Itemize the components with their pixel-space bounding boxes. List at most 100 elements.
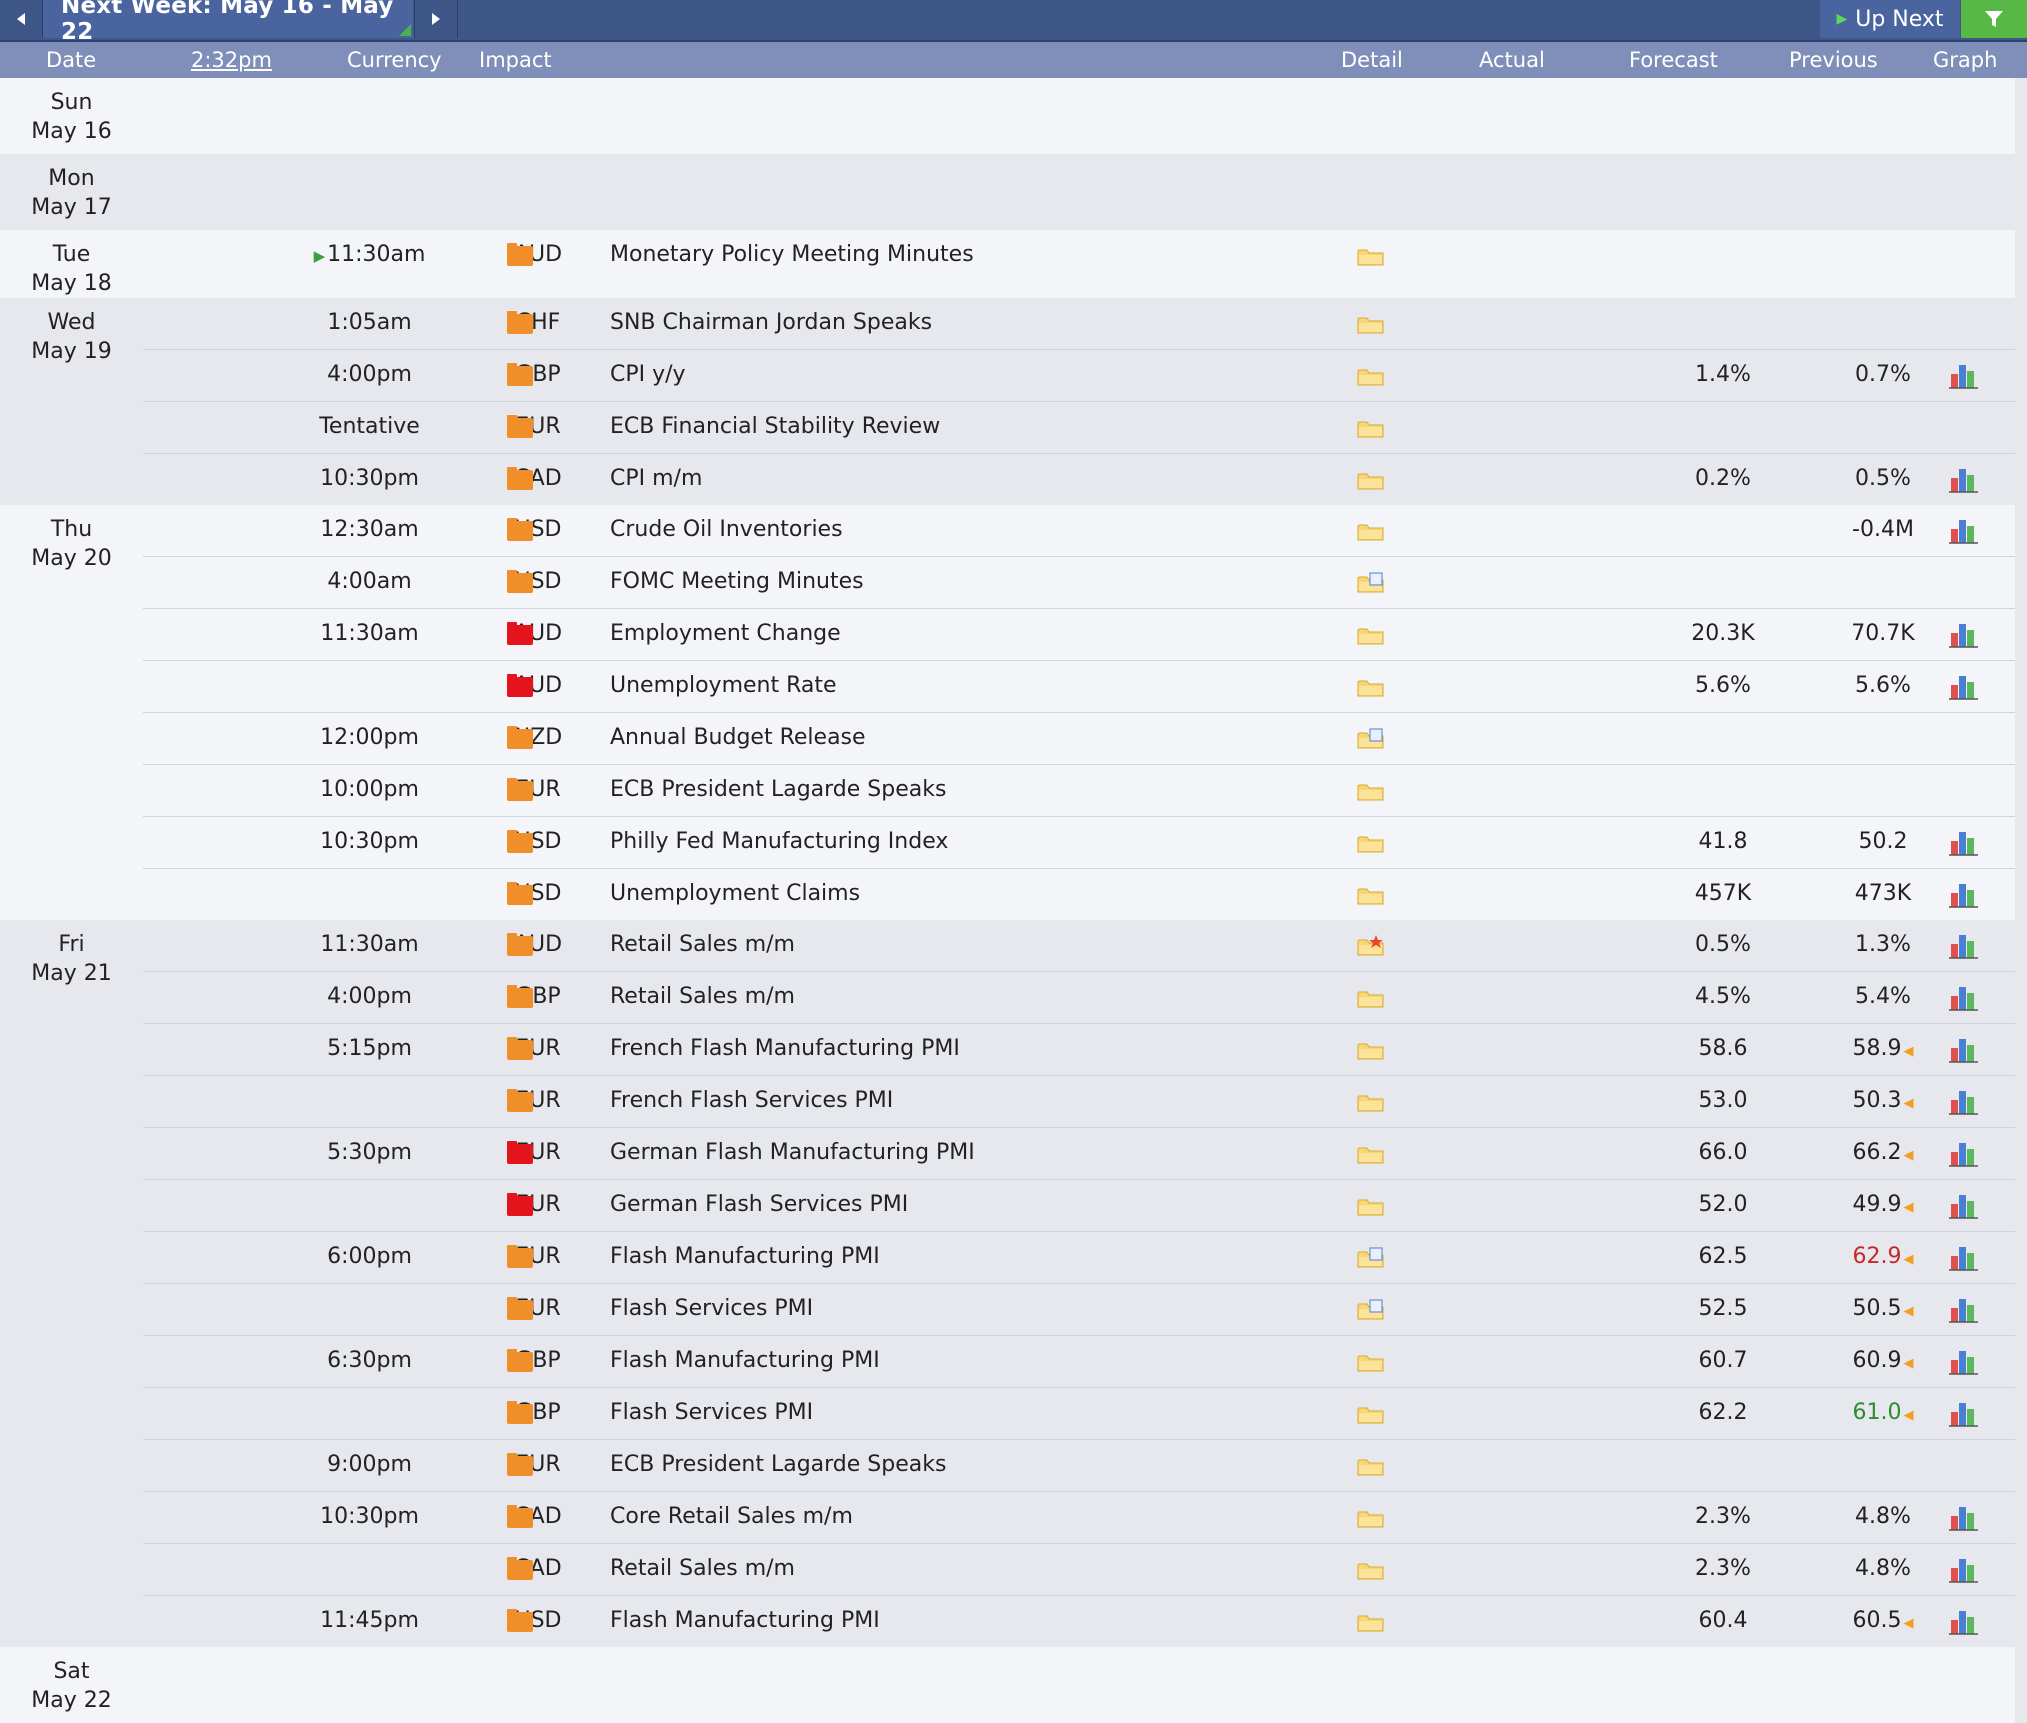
event-name[interactable]: Retail Sales m/m	[610, 932, 795, 957]
event-row[interactable]: 9:00pm EUR ECB President Lagarde Speaks	[143, 1439, 2015, 1491]
folder-icon[interactable]	[1356, 676, 1386, 698]
impact-high-icon[interactable]	[507, 1141, 533, 1164]
impact-high-icon[interactable]	[507, 622, 533, 645]
event-row[interactable]: 10:30pm USD Philly Fed Manufacturing Index…	[143, 816, 2015, 868]
event-name[interactable]: Retail Sales m/m	[610, 984, 795, 1009]
event-name[interactable]: Unemployment Rate	[610, 673, 837, 698]
event-row[interactable]: 1:05am CHF SNB Chairman Jordan Speaks	[143, 298, 2015, 349]
impact-medium-icon[interactable]	[507, 1453, 533, 1476]
event-name[interactable]: Monetary Policy Meeting Minutes	[610, 242, 974, 267]
event-row[interactable]: USD Unemployment Claims 457K 473K	[143, 868, 2015, 920]
event-name[interactable]: Annual Budget Release	[610, 725, 866, 750]
impact-high-icon[interactable]	[507, 1193, 533, 1216]
event-name[interactable]: German Flash Manufacturing PMI	[610, 1140, 975, 1165]
graph-bar-chart-icon[interactable]	[1948, 1088, 1980, 1116]
event-previous[interactable]: 62.9 ◀	[1823, 1244, 1943, 1269]
event-row[interactable]: 4:00am USD FOMC Meeting Minutes	[143, 556, 2015, 608]
event-row[interactable]: Tentative EUR ECB Financial Stability Revi…	[143, 401, 2015, 453]
impact-medium-icon[interactable]	[507, 830, 533, 853]
current-time-link[interactable]: 2:32pm	[191, 48, 272, 72]
impact-medium-icon[interactable]	[507, 1609, 533, 1632]
event-name[interactable]: SNB Chairman Jordan Speaks	[610, 310, 933, 335]
event-name[interactable]: CPI y/y	[610, 362, 686, 387]
folder-icon[interactable]	[1356, 1507, 1386, 1529]
event-row[interactable]: 11:30am AUD Employment Change 20.3K 70.7K	[143, 608, 2015, 660]
event-name[interactable]: Core Retail Sales m/m	[610, 1504, 853, 1529]
event-previous[interactable]: 49.9 ◀	[1823, 1192, 1943, 1217]
impact-medium-icon[interactable]	[507, 1557, 533, 1580]
impact-medium-icon[interactable]	[507, 778, 533, 801]
folder-icon[interactable]	[1356, 1559, 1386, 1581]
next-week-button[interactable]	[414, 0, 458, 38]
event-row[interactable]: EUR French Flash Services PMI 53.0 50.3 ◀	[143, 1075, 2015, 1127]
event-row[interactable]: 5:15pm EUR French Flash Manufacturing PMI 5…	[143, 1023, 2015, 1075]
graph-bar-chart-icon[interactable]	[1948, 1036, 1980, 1064]
event-name[interactable]: ECB Financial Stability Review	[610, 414, 941, 439]
graph-bar-chart-icon[interactable]	[1948, 1140, 1980, 1168]
event-name[interactable]: Flash Services PMI	[610, 1296, 814, 1321]
graph-bar-chart-icon[interactable]	[1948, 362, 1980, 390]
event-name[interactable]: German Flash Services PMI	[610, 1192, 909, 1217]
event-row[interactable]: 5:30pm EUR German Flash Manufacturing PMI 6…	[143, 1127, 2015, 1179]
event-previous[interactable]: 66.2 ◀	[1823, 1140, 1943, 1165]
event-name[interactable]: Philly Fed Manufacturing Index	[610, 829, 949, 854]
event-row[interactable]: EUR Flash Services PMI 52.5 50.5 ◀	[143, 1283, 2015, 1335]
impact-medium-icon[interactable]	[507, 311, 533, 334]
folder-icon[interactable]	[1356, 417, 1386, 439]
event-name[interactable]: Crude Oil Inventories	[610, 517, 843, 542]
event-row[interactable]: GBP Flash Services PMI 62.2 61.0 ◀	[143, 1387, 2015, 1439]
folder-icon[interactable]	[1356, 1351, 1386, 1373]
impact-medium-icon[interactable]	[507, 1401, 533, 1424]
event-name[interactable]: Flash Manufacturing PMI	[610, 1244, 880, 1269]
graph-bar-chart-icon[interactable]	[1948, 881, 1980, 909]
graph-bar-chart-icon[interactable]	[1948, 1192, 1980, 1220]
week-title[interactable]: Next Week: May 16 - May 22	[43, 0, 413, 45]
graph-bar-chart-icon[interactable]	[1948, 932, 1980, 960]
impact-medium-icon[interactable]	[507, 243, 533, 266]
folder-icon[interactable]	[1356, 365, 1386, 387]
folder-icon[interactable]	[1356, 1143, 1386, 1165]
impact-medium-icon[interactable]	[507, 1349, 533, 1372]
up-next-button[interactable]: ▶ Up Next	[1820, 0, 1960, 38]
impact-medium-icon[interactable]	[507, 933, 533, 956]
folder-icon[interactable]	[1356, 520, 1386, 542]
folder-icon[interactable]	[1356, 624, 1386, 646]
event-name[interactable]: Unemployment Claims	[610, 881, 861, 906]
graph-bar-chart-icon[interactable]	[1948, 1348, 1980, 1376]
event-name[interactable]: ECB President Lagarde Speaks	[610, 777, 947, 802]
event-row[interactable]: 12:00pm NZD Annual Budget Release	[143, 712, 2015, 764]
graph-bar-chart-icon[interactable]	[1948, 1608, 1980, 1636]
event-previous[interactable]: 50.3 ◀	[1823, 1088, 1943, 1113]
event-name[interactable]: Employment Change	[610, 621, 841, 646]
folder-icon[interactable]	[1356, 245, 1386, 267]
event-row[interactable]: 10:00pm EUR ECB President Lagarde Speaks	[143, 764, 2015, 816]
folder-icon[interactable]	[1356, 313, 1386, 335]
event-row[interactable]: 10:30pm CAD Core Retail Sales m/m 2.3% 4.8%	[143, 1491, 2015, 1543]
event-previous[interactable]: 50.5 ◀	[1823, 1296, 1943, 1321]
prev-week-button[interactable]	[0, 0, 43, 38]
event-previous[interactable]: 60.5 ◀	[1823, 1608, 1943, 1633]
event-previous[interactable]: 58.9 ◀	[1823, 1036, 1943, 1061]
graph-bar-chart-icon[interactable]	[1948, 984, 1980, 1012]
graph-bar-chart-icon[interactable]	[1948, 1244, 1980, 1272]
folder-icon[interactable]	[1356, 1403, 1386, 1425]
impact-medium-icon[interactable]	[507, 1505, 533, 1528]
event-row[interactable]: 11:45pm USD Flash Manufacturing PMI 60.4 60.…	[143, 1595, 2015, 1647]
graph-bar-chart-icon[interactable]	[1948, 517, 1980, 545]
event-name[interactable]: Flash Manufacturing PMI	[610, 1608, 880, 1633]
impact-high-icon[interactable]	[507, 674, 533, 697]
event-row[interactable]: 6:00pm EUR Flash Manufacturing PMI 62.5 62.9…	[143, 1231, 2015, 1283]
graph-bar-chart-icon[interactable]	[1948, 1296, 1980, 1324]
impact-medium-icon[interactable]	[507, 882, 533, 905]
impact-medium-icon[interactable]	[507, 363, 533, 386]
graph-bar-chart-icon[interactable]	[1948, 1400, 1980, 1428]
event-row[interactable]: 12:30am USD Crude Oil Inventories -0.4M	[143, 505, 2015, 556]
folder-icon[interactable]	[1356, 832, 1386, 854]
folder-icon[interactable]	[1356, 1455, 1386, 1477]
impact-medium-icon[interactable]	[507, 467, 533, 490]
event-name[interactable]: Flash Services PMI	[610, 1400, 814, 1425]
folder-icon[interactable]	[1356, 1195, 1386, 1217]
event-name[interactable]: French Flash Manufacturing PMI	[610, 1036, 960, 1061]
event-row[interactable]: 6:30pm GBP Flash Manufacturing PMI 60.7 60.9…	[143, 1335, 2015, 1387]
impact-medium-icon[interactable]	[507, 1037, 533, 1060]
